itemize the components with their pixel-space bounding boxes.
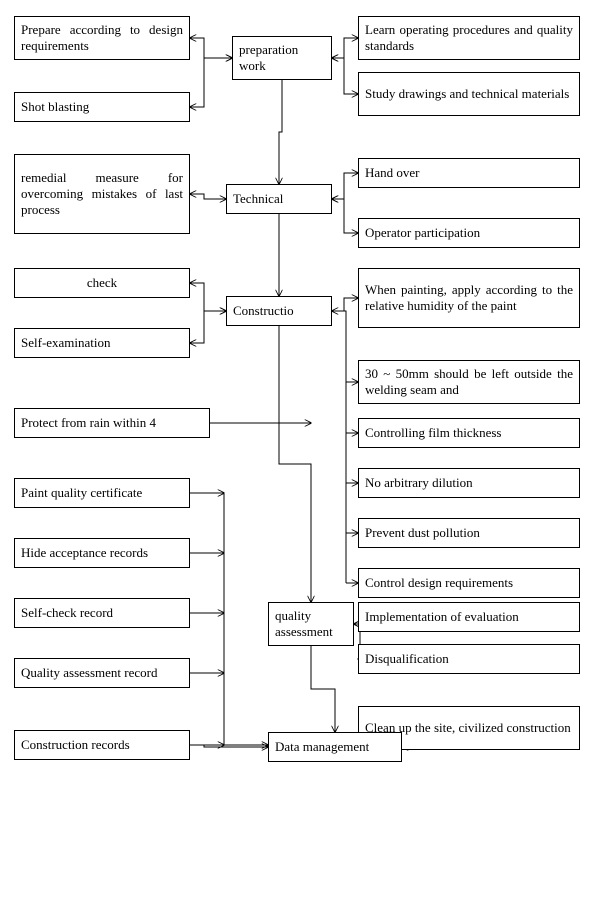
node-hide-records: Hide acceptance records [14,538,190,568]
node-shot-blasting: Shot blasting [14,92,190,122]
node-qa-record: Quality assessment record [14,658,190,688]
node-operator: Operator participation [358,218,580,248]
node-handover: Hand over [358,158,580,188]
node-painting-hum: When painting, apply according to the re… [358,268,580,328]
node-paint-cert: Paint quality certificate [14,478,190,508]
node-control-design: Control design requirements [358,568,580,598]
node-study-drawings: Study drawings and technical materials [358,72,580,116]
node-self-exam: Self-examination [14,328,190,358]
node-prep-design: Prepare according to design requirements [14,16,190,60]
node-protect-rain: Protect from rain within 4 [14,408,210,438]
node-no-dilution: No arbitrary dilution [358,468,580,498]
node-check: check [14,268,190,298]
node-impl-eval: Implementation of evaluation [358,602,580,632]
node-data-mgmt: Data management [268,732,402,762]
flowchart-canvas: Prepare according to design requirements… [0,0,600,920]
node-remedial: remedial measure for overcoming mistakes… [14,154,190,234]
node-disqual: Disqualification [358,644,580,674]
node-quality-assess: quality assessment [268,602,354,646]
edge-layer [0,0,600,920]
node-self-check-rec: Self-check record [14,598,190,628]
node-dust-pollution: Prevent dust pollution [358,518,580,548]
node-learn-proc: Learn operating procedures and quality s… [358,16,580,60]
node-construction: Constructio [226,296,332,326]
node-weld-seam: 30 ~ 50mm should be left outside the wel… [358,360,580,404]
node-constr-records: Construction records [14,730,190,760]
node-film-thickness: Controlling film thickness [358,418,580,448]
node-prep-work: preparation work [232,36,332,80]
node-technical: Technical [226,184,332,214]
